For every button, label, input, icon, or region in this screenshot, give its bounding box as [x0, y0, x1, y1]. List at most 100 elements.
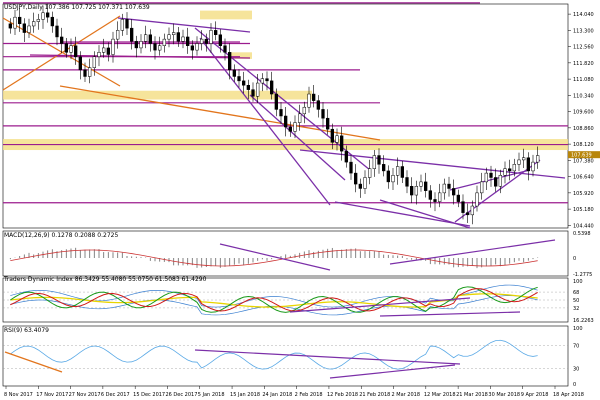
candle-body [368, 168, 372, 178]
price-axis-label: 111.080 [573, 77, 594, 83]
price-axis-label: 104.440 [573, 223, 594, 229]
price-axis-label: 105.180 [573, 207, 594, 213]
candle-body [106, 47, 110, 55]
candle-body [134, 41, 138, 49]
candle-body [312, 93, 316, 101]
trendline [454, 159, 541, 223]
candle-body [223, 45, 227, 53]
candle-body [214, 30, 218, 35]
candle-body [265, 78, 269, 82]
candle-body [120, 19, 124, 31]
date-axis-label: 26 Dec 2017 [165, 392, 197, 398]
candle-body [204, 38, 208, 44]
tdi-header: Traders Dynamic Index 86.3429 55.4080 55… [3, 276, 207, 283]
rsi-axis-label: 30 [573, 367, 579, 373]
candle-body [438, 192, 442, 202]
date-axis-label: 15 Jan 2018 [230, 392, 260, 398]
price-axis-label: 113.300 [573, 28, 594, 34]
candle-body [32, 21, 36, 27]
candle-body [447, 183, 451, 189]
date-axis-label: 18 Apr 2018 [553, 392, 584, 398]
supply-demand-zone [200, 10, 252, 20]
tdi-divergence-line [289, 297, 471, 313]
candle-body [386, 170, 390, 183]
price-axis-label: 111.820 [573, 61, 594, 67]
candle-body [503, 168, 507, 176]
candle-body [64, 43, 68, 53]
candle-body [354, 172, 358, 185]
date-axis-label: 15 Dec 2017 [133, 392, 165, 398]
current-price-label: 107.639 [571, 153, 592, 159]
candle-body [494, 177, 498, 187]
candle-body [288, 126, 292, 132]
trendline [199, 37, 331, 206]
candle-body [186, 36, 190, 46]
candle-body [526, 157, 530, 172]
candle-body [396, 166, 400, 176]
candle-body [489, 172, 493, 178]
current-price-tag [568, 151, 600, 159]
macd-divergence-line [219, 243, 331, 271]
candle-body [424, 181, 428, 191]
candle-body [461, 201, 465, 213]
trendline [2, 15, 121, 91]
rsi-axis-label: 100 [573, 326, 583, 332]
candle-body [298, 113, 302, 123]
candle-body [232, 69, 236, 77]
price-axis-label: 108.120 [573, 142, 594, 148]
tdi-axis-label: 32 [573, 306, 579, 312]
candle-body [274, 93, 278, 110]
price-axis-label: 109.600 [573, 110, 594, 116]
candle-body [195, 43, 199, 51]
candle-body [176, 32, 180, 42]
supply-demand-zone [228, 52, 252, 59]
candle-body [256, 82, 260, 97]
candle-body [102, 47, 106, 53]
candle-body [335, 135, 339, 143]
price-axis-label: 110.340 [573, 93, 594, 99]
candle-body [419, 181, 423, 187]
macd-header: MACD(12,26,9) 0.1278 0.2088 0.2725 [4, 232, 118, 239]
candle-body [148, 34, 152, 44]
price-axis-label: 106.640 [573, 175, 594, 181]
candle-body [41, 12, 45, 20]
trendline [117, 17, 251, 33]
candle-body [88, 67, 92, 77]
candle-body [470, 205, 474, 216]
date-axis-label: 5 Jan 2018 [198, 392, 225, 398]
candle-body [405, 177, 409, 187]
candle-body [475, 192, 479, 207]
candle-body [74, 45, 78, 57]
candle-body [83, 69, 87, 77]
candle-body [27, 25, 31, 33]
panel-frame-3 [2, 325, 569, 387]
trendline [249, 94, 346, 181]
candle-body [8, 23, 12, 29]
price-axis-label: 105.920 [573, 191, 594, 197]
candle-body [50, 16, 54, 27]
date-axis-label: 21 Feb 2018 [359, 392, 390, 398]
candle-body [512, 164, 516, 172]
macd-axis-label: -1.2775 [573, 272, 592, 278]
tdi-axis-label: 50 [573, 298, 579, 304]
panel-frame-0 [2, 3, 569, 229]
candle-body [536, 155, 540, 163]
macd-divergence-line [389, 239, 556, 265]
candle-body [363, 177, 367, 189]
date-axis-label: 12 Mar 2018 [424, 392, 456, 398]
candle-body [200, 38, 204, 44]
date-axis-label: 12 Feb 2018 [327, 392, 358, 398]
candle-body [218, 34, 222, 46]
candle-body [162, 38, 166, 46]
candle-body [18, 16, 22, 25]
tdi-axis-label: 100 [573, 279, 583, 285]
tdi-lower-band [10, 295, 538, 316]
candle-body [484, 172, 488, 183]
rsi-axis-label: 0 [573, 382, 576, 388]
candle-body [260, 78, 264, 84]
tdi-divergence-line [379, 311, 521, 317]
candle-body [116, 30, 120, 40]
candle-body [293, 122, 297, 132]
candle-body [228, 52, 232, 71]
